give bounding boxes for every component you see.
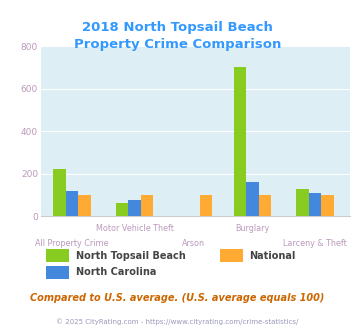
Bar <box>321 195 334 216</box>
Text: Larceny & Theft: Larceny & Theft <box>283 239 347 248</box>
Text: All Property Crime: All Property Crime <box>35 239 109 248</box>
Text: © 2025 CityRating.com - https://www.cityrating.com/crime-statistics/: © 2025 CityRating.com - https://www.city… <box>56 318 299 325</box>
Bar <box>53 169 66 216</box>
Bar <box>259 195 271 216</box>
Text: National: National <box>250 251 296 261</box>
Bar <box>296 188 309 216</box>
Text: Burglary: Burglary <box>235 224 270 233</box>
Text: North Topsail Beach: North Topsail Beach <box>76 251 185 261</box>
Bar <box>66 191 78 216</box>
Bar <box>116 203 128 216</box>
Bar <box>246 182 259 216</box>
Text: Arson: Arson <box>182 239 205 248</box>
Text: Motor Vehicle Theft: Motor Vehicle Theft <box>95 224 174 233</box>
Text: North Carolina: North Carolina <box>76 267 156 277</box>
Bar <box>128 200 141 216</box>
Bar <box>309 193 321 216</box>
Text: 2018 North Topsail Beach: 2018 North Topsail Beach <box>82 21 273 34</box>
Text: Compared to U.S. average. (U.S. average equals 100): Compared to U.S. average. (U.S. average … <box>30 293 325 303</box>
Bar <box>200 195 212 216</box>
Text: Property Crime Comparison: Property Crime Comparison <box>74 38 281 51</box>
Bar <box>141 195 153 216</box>
Bar <box>234 67 246 216</box>
Bar <box>78 195 91 216</box>
